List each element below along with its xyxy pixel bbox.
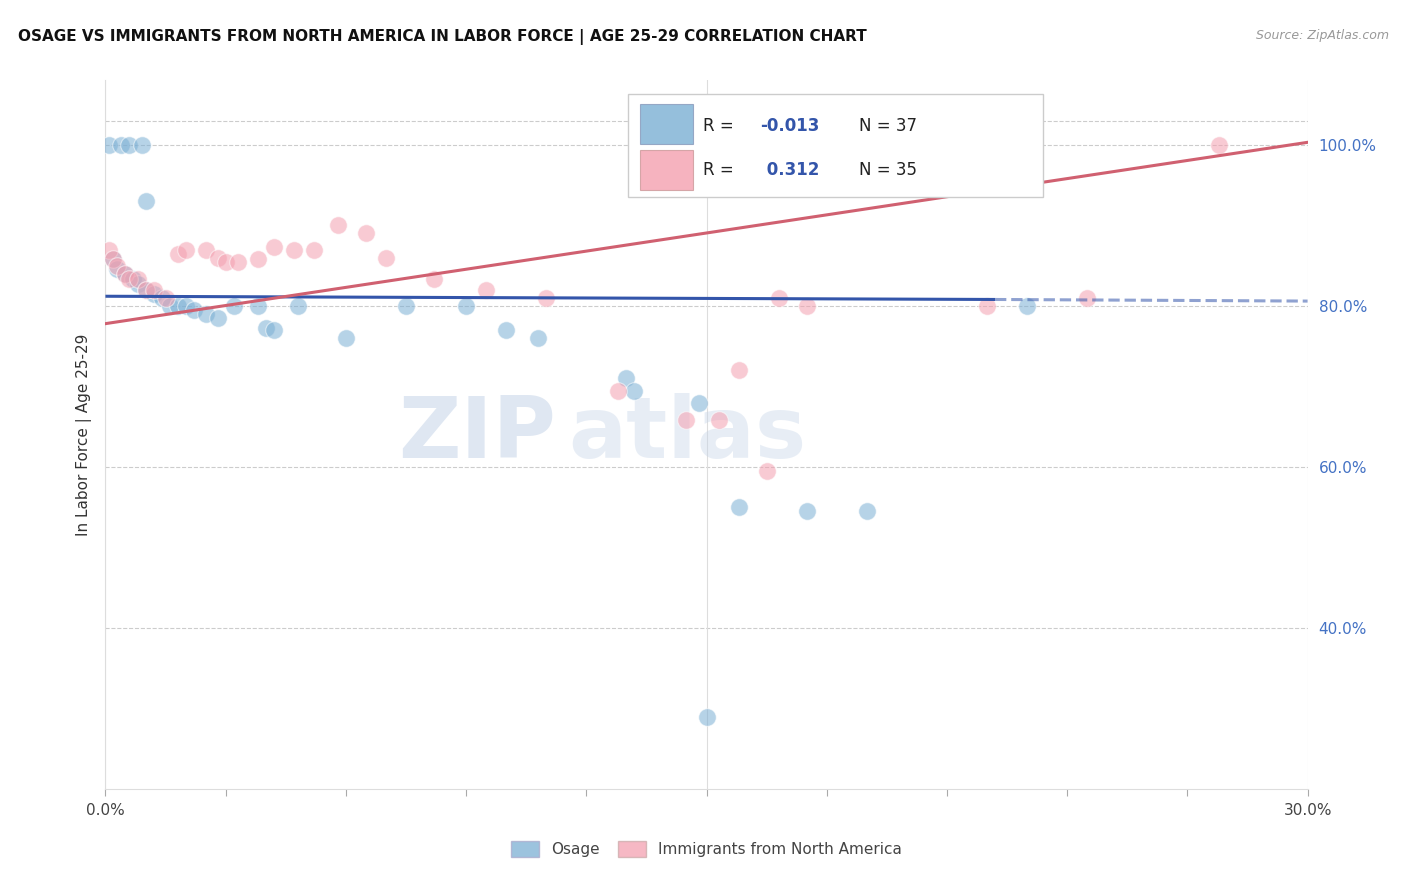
Point	[183, 302, 205, 317]
Point	[110, 137, 132, 152]
Point	[335, 331, 357, 345]
Point	[135, 283, 157, 297]
Text: ZIP: ZIP	[398, 393, 557, 476]
Point	[207, 251, 229, 265]
Text: Source: ZipAtlas.com: Source: ZipAtlas.com	[1256, 29, 1389, 42]
Point	[114, 267, 136, 281]
Point	[194, 243, 217, 257]
Y-axis label: In Labor Force | Age 25-29: In Labor Force | Age 25-29	[76, 334, 93, 536]
FancyBboxPatch shape	[640, 151, 693, 190]
Point	[246, 299, 269, 313]
Point	[495, 323, 517, 337]
FancyBboxPatch shape	[628, 95, 1043, 197]
Point	[727, 363, 749, 377]
Point	[166, 299, 188, 313]
Point	[222, 299, 245, 313]
Point	[976, 299, 998, 313]
Point	[207, 311, 229, 326]
Point	[607, 384, 630, 398]
Point	[1076, 291, 1098, 305]
Point	[107, 261, 129, 276]
Point	[534, 291, 557, 305]
Point	[142, 283, 165, 297]
Point	[135, 283, 157, 297]
Point	[131, 137, 153, 152]
Point	[226, 254, 249, 268]
Text: R =: R =	[703, 117, 740, 135]
Point	[103, 252, 125, 267]
Point	[107, 259, 129, 273]
Point	[675, 413, 697, 427]
Point	[454, 299, 477, 313]
Point	[127, 272, 149, 286]
Point	[755, 464, 778, 478]
Text: R =: R =	[703, 161, 740, 179]
Point	[174, 243, 197, 257]
Point	[302, 243, 325, 257]
Point	[263, 323, 285, 337]
Text: atlas: atlas	[568, 393, 807, 476]
Point	[1017, 299, 1039, 313]
Point	[214, 254, 236, 268]
Text: N = 37: N = 37	[859, 117, 917, 135]
Point	[796, 299, 818, 313]
Point	[616, 371, 638, 385]
Point	[98, 137, 121, 152]
Point	[287, 299, 309, 313]
Point	[527, 331, 550, 345]
Point	[696, 710, 718, 724]
Point	[127, 277, 149, 292]
Point	[114, 267, 136, 281]
Point	[254, 320, 277, 334]
Point	[155, 291, 177, 305]
Point	[98, 243, 121, 257]
Text: 0.312: 0.312	[761, 161, 818, 179]
Point	[374, 251, 398, 265]
Point	[246, 252, 269, 267]
Point	[423, 272, 446, 286]
Point	[475, 283, 498, 297]
Point	[855, 504, 877, 518]
Point	[150, 291, 173, 305]
Point	[142, 286, 165, 301]
Point	[174, 299, 197, 313]
Text: -0.013: -0.013	[761, 117, 820, 135]
Point	[166, 246, 188, 260]
Point	[283, 243, 305, 257]
FancyBboxPatch shape	[640, 104, 693, 145]
Point	[354, 227, 377, 241]
Point	[395, 299, 418, 313]
Point	[707, 413, 730, 427]
Point	[263, 240, 285, 254]
Point	[796, 504, 818, 518]
Text: N = 35: N = 35	[859, 161, 917, 179]
Point	[122, 272, 145, 286]
Point	[118, 272, 141, 286]
Point	[159, 299, 181, 313]
Point	[623, 384, 645, 398]
Point	[103, 252, 125, 267]
Point	[194, 307, 217, 321]
Point	[727, 500, 749, 515]
Point	[326, 219, 349, 233]
Text: OSAGE VS IMMIGRANTS FROM NORTH AMERICA IN LABOR FORCE | AGE 25-29 CORRELATION CH: OSAGE VS IMMIGRANTS FROM NORTH AMERICA I…	[18, 29, 868, 45]
Point	[135, 194, 157, 209]
Point	[118, 137, 141, 152]
Point	[768, 291, 790, 305]
Point	[1208, 137, 1230, 152]
Point	[688, 395, 710, 409]
Legend: Osage, Immigrants from North America: Osage, Immigrants from North America	[505, 834, 908, 863]
